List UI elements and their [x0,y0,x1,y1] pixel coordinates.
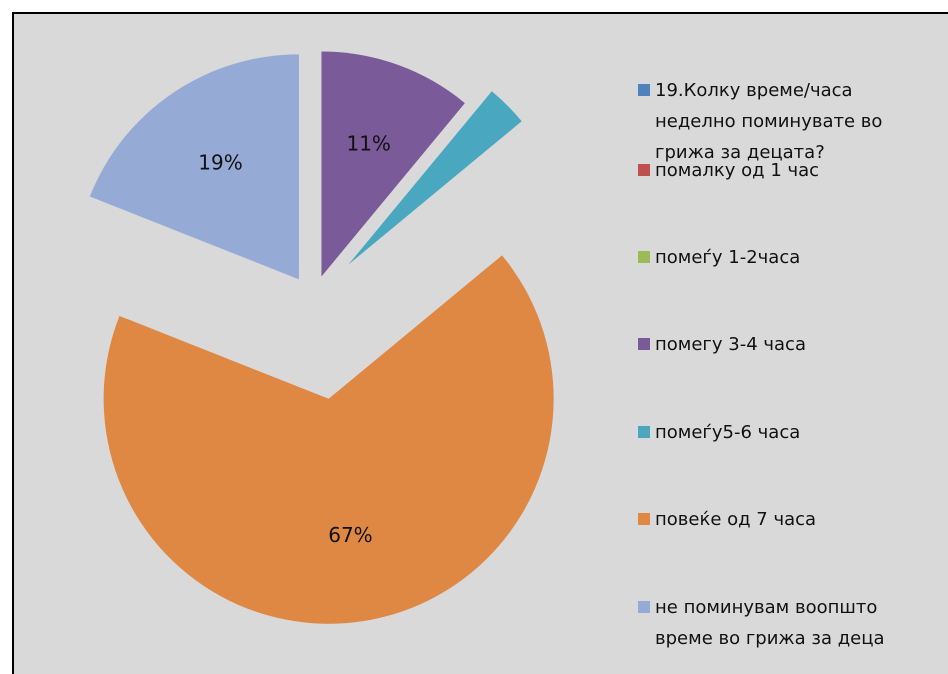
pie-slice [89,54,299,280]
legend-swatch [638,164,650,176]
legend-swatch [638,84,650,96]
legend-label: повеќе од 7 часа [655,509,817,530]
legend-swatch [638,426,650,438]
legend-item: помеѓу 1-2часа [638,242,928,273]
legend-label: помалку од 1 час [655,160,820,181]
pie-slice [103,255,554,624]
data-label: 11% [346,132,390,156]
legend-swatch [638,338,650,350]
data-label: 67% [328,523,372,547]
legend-label: 19.Колку време/часа неделно поминувате в… [655,80,883,163]
legend-item: не поминувам воопшто време во грижа за д… [638,592,928,654]
legend-item: помалку од 1 час [638,155,928,186]
legend-label: не поминувам воопшто време во грижа за д… [655,597,885,649]
legend-label: помегу 3-4 часа [655,334,806,355]
legend-item: повеќе од 7 часа [638,504,928,535]
legend-swatch [638,251,650,263]
legend-item: помеѓу5-6 часа [638,417,928,448]
legend-item: помегу 3-4 часа [638,329,928,360]
data-label: 19% [198,150,242,174]
legend-label: помеѓу 1-2часа [655,247,801,268]
legend-swatch [638,601,650,613]
legend-swatch [638,513,650,525]
pie-slice [348,91,522,265]
legend-label: помеѓу5-6 часа [655,422,801,443]
legend-item: 19.Колку време/часа неделно поминувате в… [638,75,928,168]
pie-slice [321,51,465,277]
